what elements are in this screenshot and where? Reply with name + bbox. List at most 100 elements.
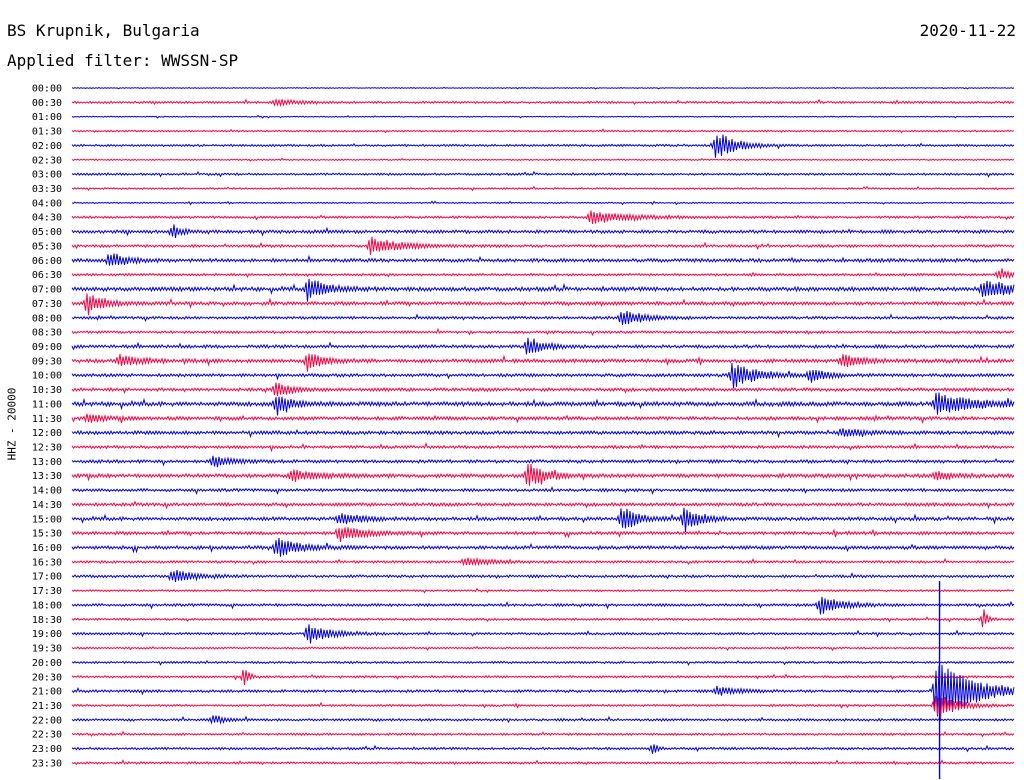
trace-1430 bbox=[71, 500, 1015, 510]
row-label-1030: 10:30 bbox=[32, 385, 62, 396]
trace-0100 bbox=[71, 114, 1015, 119]
trace-1830 bbox=[71, 609, 1015, 628]
row-label-1600: 16:00 bbox=[32, 543, 62, 554]
trace-0730 bbox=[71, 293, 1015, 316]
trace-0200 bbox=[71, 134, 1015, 158]
trace-2200 bbox=[71, 715, 1015, 725]
row-label-2000: 20:00 bbox=[32, 658, 62, 669]
row-label-0630: 06:30 bbox=[32, 270, 62, 281]
row-label-1900: 19:00 bbox=[32, 629, 62, 640]
trace-1100 bbox=[71, 392, 1015, 416]
row-label-0230: 02:30 bbox=[32, 155, 62, 166]
trace-0430 bbox=[71, 210, 1015, 225]
row-label-1930: 19:30 bbox=[32, 644, 62, 655]
row-label-0400: 04:00 bbox=[32, 198, 62, 209]
row-label-1330: 13:30 bbox=[32, 471, 62, 482]
trace-0900 bbox=[71, 337, 1015, 355]
row-label-2030: 20:30 bbox=[32, 672, 62, 683]
row-label-1700: 17:00 bbox=[32, 572, 62, 583]
trace-1300 bbox=[71, 455, 1015, 468]
row-label-0030: 00:30 bbox=[32, 98, 62, 109]
trace-1030 bbox=[71, 382, 1015, 397]
row-label-2300: 23:00 bbox=[32, 744, 62, 755]
traces bbox=[71, 86, 1015, 779]
trace-1530 bbox=[71, 527, 1015, 542]
row-label-2230: 22:30 bbox=[32, 730, 62, 741]
row-label-0300: 03:00 bbox=[32, 170, 62, 181]
row-label-0100: 01:00 bbox=[32, 112, 62, 123]
trace-1900 bbox=[71, 624, 1015, 644]
row-label-1000: 10:00 bbox=[32, 371, 62, 382]
row-label-1630: 16:30 bbox=[32, 557, 62, 568]
trace-1800 bbox=[71, 596, 1015, 615]
trace-0600 bbox=[71, 253, 1015, 266]
trace-0530 bbox=[71, 236, 1015, 255]
row-label-0830: 08:30 bbox=[32, 328, 62, 339]
trace-0830 bbox=[71, 327, 1015, 337]
row-label-0200: 02:00 bbox=[32, 141, 62, 152]
row-label-1730: 17:30 bbox=[32, 586, 62, 597]
trace-1630 bbox=[71, 556, 1015, 567]
row-label-0530: 05:30 bbox=[32, 241, 62, 252]
trace-0630 bbox=[71, 268, 1015, 280]
row-label-1200: 12:00 bbox=[32, 428, 62, 439]
trace-1400 bbox=[71, 486, 1015, 496]
trace-1930 bbox=[71, 645, 1015, 652]
trace-1000 bbox=[71, 363, 1015, 389]
trace-1730 bbox=[71, 587, 1015, 594]
trace-0500 bbox=[71, 224, 1015, 238]
trace-0300 bbox=[71, 170, 1015, 178]
trace-2030 bbox=[71, 669, 1015, 685]
trace-2300 bbox=[71, 744, 1015, 754]
filter-label: Applied filter: WWSSN-SP bbox=[7, 51, 239, 70]
row-label-0500: 05:00 bbox=[32, 227, 62, 238]
row-label-1130: 11:30 bbox=[32, 414, 62, 425]
trace-1200 bbox=[71, 428, 1015, 439]
trace-1130 bbox=[71, 413, 1015, 425]
row-label-1300: 13:00 bbox=[32, 457, 62, 468]
row-label-1500: 15:00 bbox=[32, 514, 62, 525]
row-label-0800: 08:00 bbox=[32, 313, 62, 324]
row-label-1400: 14:00 bbox=[32, 486, 62, 497]
row-label-2130: 21:30 bbox=[32, 701, 62, 712]
trace-0700 bbox=[71, 278, 1015, 302]
row-label-0130: 01:30 bbox=[32, 127, 62, 138]
trace-1330 bbox=[71, 463, 1015, 486]
row-label-1530: 15:30 bbox=[32, 529, 62, 540]
row-label-1800: 18:00 bbox=[32, 600, 62, 611]
trace-0230 bbox=[71, 157, 1015, 162]
row-label-0600: 06:00 bbox=[32, 256, 62, 267]
trace-1230 bbox=[71, 442, 1015, 453]
row-label-0430: 04:30 bbox=[32, 213, 62, 224]
row-label-0000: 00:00 bbox=[32, 84, 62, 95]
row-labels: 00:00 00:30 01:00 01:30 02:00 02:30 03:00 03:30… bbox=[32, 84, 62, 770]
row-label-0700: 07:00 bbox=[32, 285, 62, 296]
row-label-0900: 09:00 bbox=[32, 342, 62, 353]
station-title: BS Krupnik, Bulgaria bbox=[7, 21, 200, 40]
row-label-2200: 22:00 bbox=[32, 715, 62, 726]
row-label-2330: 23:30 bbox=[32, 758, 62, 769]
trace-1700 bbox=[71, 569, 1015, 583]
trace-1600 bbox=[71, 537, 1015, 557]
trace-2330 bbox=[71, 759, 1015, 766]
trace-2130 bbox=[71, 696, 1015, 719]
trace-0030 bbox=[71, 97, 1015, 108]
trace-0330 bbox=[71, 185, 1015, 192]
trace-0130 bbox=[71, 128, 1015, 134]
trace-2230 bbox=[71, 730, 1015, 738]
row-label-0730: 07:30 bbox=[32, 299, 62, 310]
trace-2000 bbox=[71, 660, 1015, 666]
row-label-1430: 14:30 bbox=[32, 500, 62, 511]
row-label-1230: 12:30 bbox=[32, 443, 62, 454]
trace-1500 bbox=[71, 507, 1015, 533]
trace-2100 bbox=[71, 664, 1015, 720]
record-date: 2020-11-22 bbox=[919, 21, 1016, 40]
row-label-2100: 21:00 bbox=[32, 687, 62, 698]
trace-0930 bbox=[71, 353, 1015, 372]
trace-0000 bbox=[71, 86, 1015, 90]
row-label-0330: 03:30 bbox=[32, 184, 62, 195]
row-label-1100: 11:00 bbox=[32, 399, 62, 410]
row-label-0930: 09:30 bbox=[32, 356, 62, 367]
row-label-1830: 18:30 bbox=[32, 615, 62, 626]
